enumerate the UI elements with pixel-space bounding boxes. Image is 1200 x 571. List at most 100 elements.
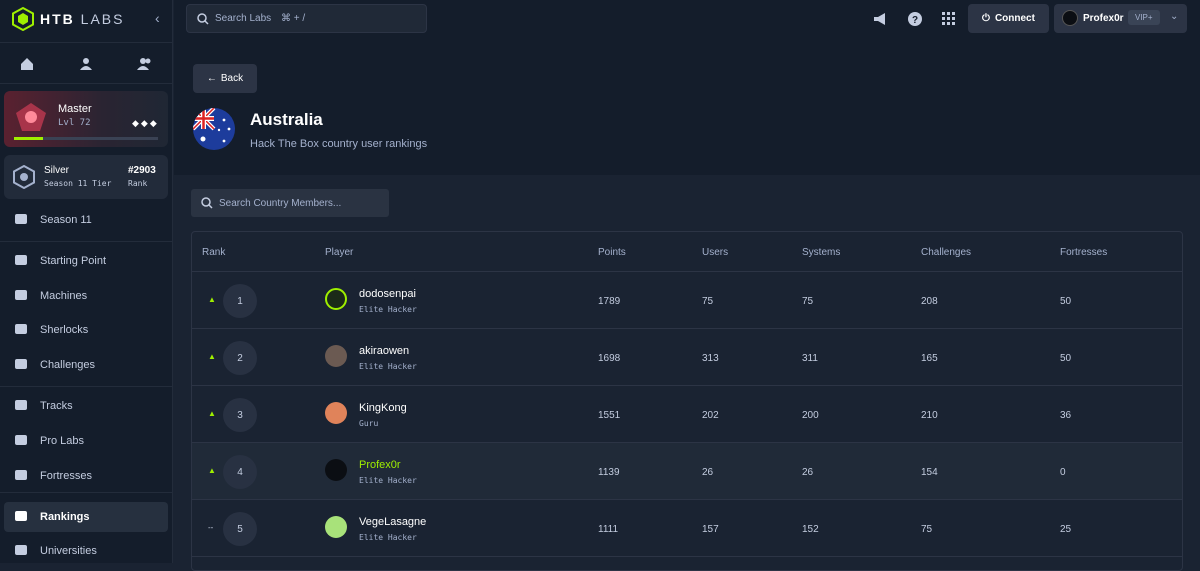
nav-icon bbox=[15, 359, 27, 369]
table-row bbox=[192, 272, 1182, 329]
team-tab[interactable] bbox=[137, 57, 153, 71]
cell-challenges: 75 bbox=[921, 524, 933, 535]
player-avatar[interactable] bbox=[325, 345, 347, 367]
cell-systems: 200 bbox=[802, 410, 819, 421]
rank-trend: ▲ bbox=[208, 352, 216, 361]
nav-icon bbox=[15, 214, 27, 224]
connect-button[interactable]: ⏻ Connect bbox=[968, 4, 1049, 33]
nav-icon bbox=[15, 290, 27, 300]
season-card[interactable]: Silver Season 11 Tier #2903 Rank bbox=[4, 155, 168, 199]
user-menu[interactable]: Profex0r VIP+ ⌄ bbox=[1054, 4, 1187, 33]
player-name[interactable]: VegeLasagne bbox=[359, 516, 427, 528]
column-header: Fortresses bbox=[1060, 247, 1108, 258]
column-header: Users bbox=[702, 247, 729, 258]
nav-label: Universities bbox=[40, 545, 97, 557]
tabs bbox=[0, 42, 173, 84]
cell-fortresses: 50 bbox=[1060, 353, 1072, 364]
season-tier-label: Season 11 Tier bbox=[44, 179, 112, 188]
cell-systems: 152 bbox=[802, 524, 819, 535]
nav-item[interactable]: Season 11 bbox=[4, 205, 168, 235]
rank-number: 5 bbox=[237, 523, 243, 535]
collapse[interactable]: ‹ bbox=[155, 10, 160, 26]
profile-tab[interactable] bbox=[79, 57, 93, 71]
rank-badge: 3 bbox=[223, 398, 257, 432]
player-avatar[interactable] bbox=[325, 516, 347, 538]
logo-icon bbox=[12, 7, 34, 31]
cell-points: 1139 bbox=[598, 467, 620, 478]
rank-trend: -- bbox=[208, 523, 214, 532]
nav-label: Sherlocks bbox=[40, 324, 89, 336]
nav-item[interactable]: Pro Labs bbox=[4, 426, 168, 456]
nav-item[interactable]: Challenges bbox=[4, 350, 168, 380]
player-avatar[interactable] bbox=[325, 402, 347, 424]
rank-number: 2 bbox=[237, 352, 243, 364]
cell-systems: 26 bbox=[802, 467, 814, 478]
player-name[interactable]: akiraowen bbox=[359, 345, 410, 357]
nav-label: Pro Labs bbox=[40, 435, 85, 447]
rank-number: 1 bbox=[237, 295, 243, 307]
member-search-icon bbox=[201, 197, 213, 209]
rank-badge: 2 bbox=[223, 341, 257, 375]
member-search[interactable]: Search Country Members... bbox=[191, 189, 389, 217]
apps[interactable] bbox=[942, 12, 956, 26]
cell-users: 75 bbox=[702, 296, 714, 307]
player-tier: Elite Hacker bbox=[359, 533, 417, 542]
table-row bbox=[192, 386, 1182, 443]
season-rank-label: Rank bbox=[128, 179, 148, 188]
player-avatar[interactable] bbox=[325, 288, 347, 310]
back-button[interactable]: ← Back bbox=[193, 64, 257, 93]
column-header: Systems bbox=[802, 247, 841, 258]
player-name[interactable]: dodosenpai bbox=[359, 288, 416, 300]
nav-icon bbox=[15, 435, 27, 445]
rank-badge: 4 bbox=[223, 455, 257, 489]
nav-divider bbox=[0, 386, 173, 387]
search-placeholder: Search Labs bbox=[215, 13, 272, 24]
player-name[interactable]: KingKong bbox=[359, 402, 407, 414]
nav-item[interactable]: Sherlocks bbox=[4, 315, 168, 345]
column-header: Challenges bbox=[921, 247, 972, 258]
rank-trend: ▲ bbox=[208, 409, 216, 418]
nav-item[interactable]: Universities bbox=[4, 536, 168, 566]
player-avatar[interactable] bbox=[325, 459, 347, 481]
profile-card[interactable]: Master Lvl 72 ◆◆◆ bbox=[4, 91, 168, 147]
nav-item[interactable]: Rankings bbox=[4, 502, 168, 532]
profile-level: Lvl 72 bbox=[58, 118, 91, 128]
nav-label: Season 11 bbox=[40, 214, 92, 226]
rank-trend: ▲ bbox=[208, 466, 216, 475]
cell-users: 313 bbox=[702, 353, 719, 364]
svg-text:?: ? bbox=[912, 15, 918, 26]
column-header: Rank bbox=[202, 247, 226, 258]
announcements[interactable] bbox=[873, 12, 889, 26]
season-tier: Silver bbox=[44, 165, 70, 176]
nav-divider bbox=[0, 241, 173, 242]
cell-challenges: 210 bbox=[921, 410, 938, 421]
nav-label: Fortresses bbox=[40, 470, 92, 482]
search-labs[interactable]: Search Labs ⌘ + / bbox=[186, 4, 427, 33]
cell-users: 26 bbox=[702, 467, 714, 478]
country-subtitle: Hack The Box country user rankings bbox=[250, 138, 428, 150]
nav-label: Rankings bbox=[40, 511, 90, 523]
column-header: Points bbox=[598, 247, 626, 258]
cell-users: 157 bbox=[702, 524, 719, 535]
nav-item[interactable]: Tracks bbox=[4, 391, 168, 421]
back-label: Back bbox=[220, 73, 244, 84]
table-row bbox=[192, 329, 1182, 386]
vip-badge: VIP+ bbox=[1128, 10, 1160, 25]
brand-name: HTB bbox=[40, 11, 75, 27]
help[interactable]: ? bbox=[907, 11, 923, 27]
cell-points: 1111 bbox=[598, 524, 619, 535]
topbar: Search Labs ⌘ + / ? ⏻ Connect Profex0r VI… bbox=[174, 0, 1200, 42]
player-name[interactable]: Profex0r bbox=[359, 459, 401, 471]
member-search-placeholder: Search Country Members... bbox=[219, 198, 342, 209]
nav-item[interactable]: Machines bbox=[4, 281, 168, 311]
flag bbox=[193, 108, 235, 150]
player-tier: Elite Hacker bbox=[359, 476, 417, 485]
nav-item[interactable]: Fortresses bbox=[4, 461, 168, 491]
home-tab[interactable] bbox=[20, 57, 34, 71]
cell-fortresses: 25 bbox=[1060, 524, 1072, 535]
cell-systems: 75 bbox=[802, 296, 814, 307]
nav-item[interactable]: Starting Point bbox=[4, 246, 168, 276]
column-header: Player bbox=[325, 247, 354, 258]
